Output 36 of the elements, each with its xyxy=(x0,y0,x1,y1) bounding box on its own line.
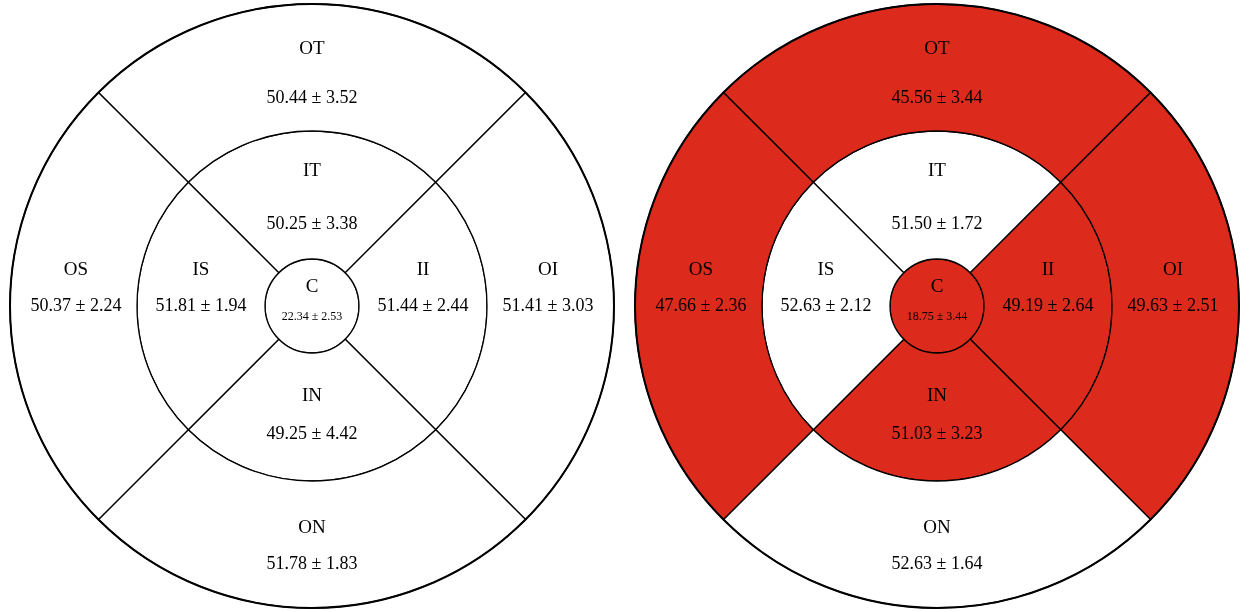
data-label: 18.75 ± 3.44 xyxy=(906,309,968,324)
data-label: 51.41 ± 3.03 xyxy=(502,294,594,315)
data-label: 47.66 ± 2.36 xyxy=(655,294,747,315)
data-label: 51.03 ± 3.23 xyxy=(891,422,983,443)
category-label: IT xyxy=(928,158,947,180)
data-label: 51.81 ± 1.94 xyxy=(155,294,247,315)
category-label: IN xyxy=(301,383,323,405)
category-label: C xyxy=(930,274,944,296)
category-label: OI xyxy=(537,257,559,279)
data-label: 52.63 ± 2.12 xyxy=(780,294,872,315)
data-label: 45.56 ± 3.44 xyxy=(891,86,983,107)
data-label: 50.44 ± 3.52 xyxy=(266,86,358,107)
data-label: 49.25 ± 4.42 xyxy=(266,422,358,443)
category-label: OT xyxy=(924,36,951,58)
data-label: 51.44 ± 2.44 xyxy=(377,294,469,315)
data-label: 49.19 ± 2.64 xyxy=(1002,294,1094,315)
category-label: OS xyxy=(63,257,89,279)
category-label: IN xyxy=(926,383,948,405)
data-label: 52.63 ± 1.64 xyxy=(891,552,983,573)
data-label: 22.34 ± 2.53 xyxy=(281,309,343,324)
category-label: OI xyxy=(1162,257,1184,279)
category-label: OT xyxy=(299,36,326,58)
category-label: OS xyxy=(688,257,714,279)
category-label: ON xyxy=(298,515,326,537)
data-label: 49.63 ± 2.51 xyxy=(1127,294,1219,315)
category-label: ON xyxy=(923,515,951,537)
data-label: 50.37 ± 2.24 xyxy=(30,294,122,315)
data-label: 51.78 ± 1.83 xyxy=(266,552,358,573)
data-label: 51.50 ± 1.72 xyxy=(891,212,983,233)
category-label: II xyxy=(416,257,430,279)
category-label: C xyxy=(305,274,319,296)
category-label: IS xyxy=(192,257,210,279)
category-label: II xyxy=(1041,257,1055,279)
category-label: IT xyxy=(303,158,322,180)
category-label: IS xyxy=(817,257,835,279)
data-label: 50.25 ± 3.38 xyxy=(266,212,358,233)
